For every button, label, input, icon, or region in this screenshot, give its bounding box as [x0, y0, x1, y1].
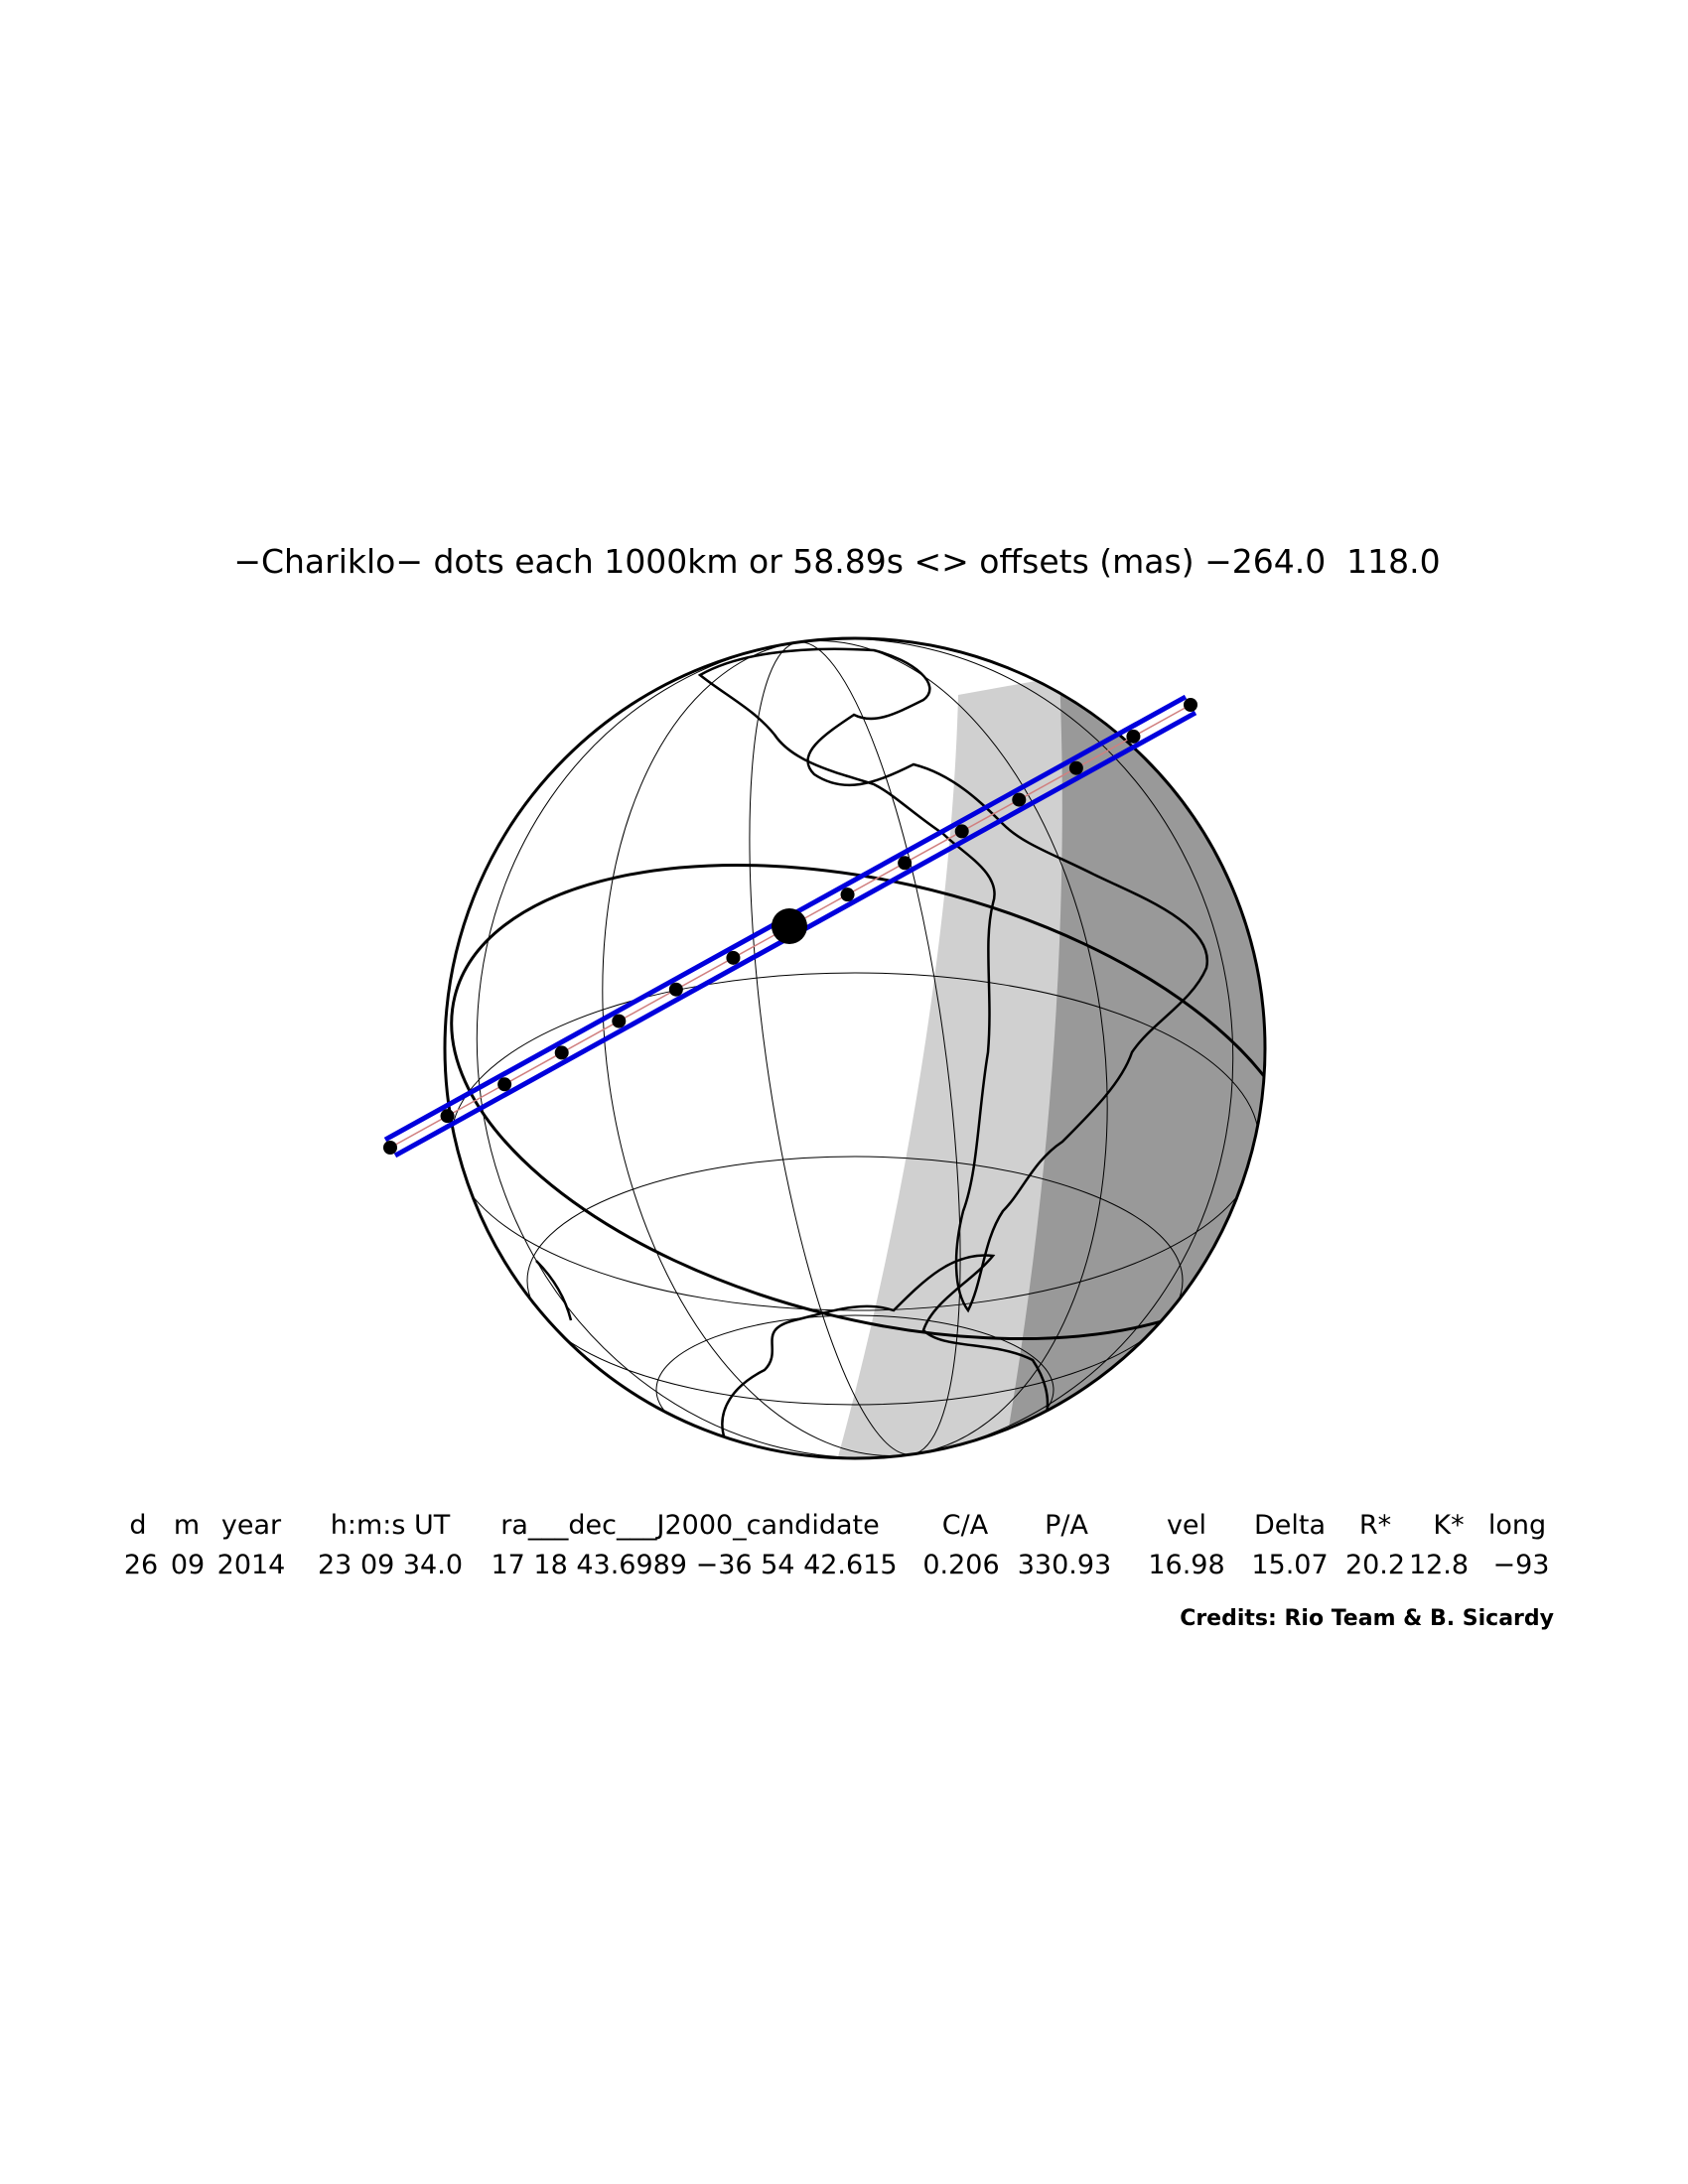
time-dots [383, 698, 1197, 1155]
column-header: ra___dec___J2000_candidate [500, 1510, 879, 1541]
cell-value: −93 [1493, 1550, 1550, 1580]
event-table: d m year h:m:s UT ra___dec___J2000_candidate… [124, 1510, 1550, 1580]
time-dot [554, 1045, 569, 1060]
cell-value: 26 [124, 1550, 158, 1580]
cell-value: 09 [171, 1550, 205, 1580]
new-zealand [535, 1260, 573, 1321]
parallel [655, 1314, 1055, 1458]
antarctica [721, 1254, 1050, 1458]
cell-value: 17 18 43.6989 −36 54 42.615 [491, 1550, 897, 1580]
column-header: vel [1167, 1510, 1206, 1541]
cell-value: 12.8 [1409, 1550, 1469, 1580]
cell-value: 330.93 [1018, 1550, 1111, 1580]
globe-outline [443, 636, 1267, 1460]
column-header: long [1488, 1510, 1546, 1541]
globe [445, 638, 1265, 1458]
column-header: d [129, 1510, 146, 1541]
column-header: m [174, 1510, 200, 1541]
time-dot [612, 1014, 627, 1028]
title: −Chariklo− dots each 1000km or 58.89s <>… [233, 542, 1440, 581]
time-dot [1184, 698, 1197, 712]
cell-value: 0.206 [922, 1550, 999, 1580]
time-dot [497, 1077, 512, 1092]
parallel [526, 1156, 1184, 1406]
credits: Credits: Rio Team & B. Sicardy [1180, 1606, 1554, 1631]
americas [697, 647, 1208, 1313]
column-header: C/A [942, 1510, 989, 1541]
time-dot [1012, 792, 1027, 807]
closest-approach [772, 908, 807, 944]
time-dot [954, 824, 969, 839]
time-dot [668, 982, 683, 997]
column-header: K* [1433, 1510, 1464, 1541]
cell-value: 15.07 [1251, 1550, 1328, 1580]
coastlines [535, 647, 1208, 1458]
cell-value: 16.98 [1148, 1550, 1224, 1580]
equator [450, 863, 1265, 1341]
column-header: year [221, 1510, 282, 1541]
time-dot [383, 1141, 397, 1155]
time-dot [1126, 729, 1141, 744]
column-header: R* [1359, 1510, 1391, 1541]
column-header: P/A [1045, 1510, 1088, 1541]
cell-value: 23 09 34.0 [318, 1550, 463, 1580]
column-header: Delta [1254, 1510, 1326, 1541]
time-dot [898, 856, 913, 871]
shadow-path [383, 694, 1197, 1159]
time-dot [440, 1109, 455, 1124]
time-dot [840, 887, 855, 902]
time-dot [726, 950, 741, 965]
column-header: h:m:s UT [331, 1510, 451, 1541]
cell-value: 20.2 [1345, 1550, 1405, 1580]
cell-value: 2014 [217, 1550, 286, 1580]
time-dot [1068, 760, 1083, 775]
